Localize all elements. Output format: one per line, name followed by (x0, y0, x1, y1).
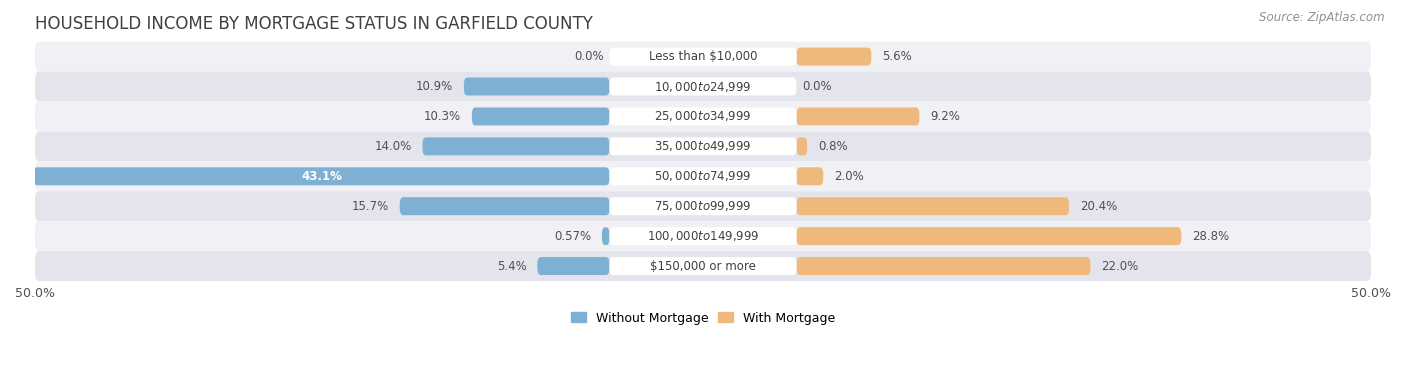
Text: HOUSEHOLD INCOME BY MORTGAGE STATUS IN GARFIELD COUNTY: HOUSEHOLD INCOME BY MORTGAGE STATUS IN G… (35, 15, 593, 33)
Text: 22.0%: 22.0% (1101, 260, 1139, 273)
FancyBboxPatch shape (797, 257, 1091, 275)
Text: 0.0%: 0.0% (575, 50, 605, 63)
Text: 28.8%: 28.8% (1192, 230, 1229, 243)
Text: 9.2%: 9.2% (931, 110, 960, 123)
FancyBboxPatch shape (797, 197, 1069, 215)
Text: $150,000 or more: $150,000 or more (650, 260, 756, 273)
FancyBboxPatch shape (35, 221, 1371, 251)
FancyBboxPatch shape (464, 77, 609, 96)
Text: 0.0%: 0.0% (801, 80, 831, 93)
Text: 2.0%: 2.0% (834, 170, 863, 183)
FancyBboxPatch shape (35, 101, 1371, 132)
Text: $35,000 to $49,999: $35,000 to $49,999 (654, 139, 752, 153)
FancyBboxPatch shape (35, 42, 1371, 71)
FancyBboxPatch shape (35, 251, 1371, 281)
Text: 10.3%: 10.3% (425, 110, 461, 123)
FancyBboxPatch shape (35, 132, 1371, 161)
FancyBboxPatch shape (609, 137, 797, 155)
Text: Less than $10,000: Less than $10,000 (648, 50, 758, 63)
FancyBboxPatch shape (609, 257, 797, 275)
FancyBboxPatch shape (797, 137, 807, 155)
FancyBboxPatch shape (34, 167, 609, 185)
FancyBboxPatch shape (797, 48, 872, 65)
Text: 14.0%: 14.0% (374, 140, 412, 153)
FancyBboxPatch shape (35, 161, 1371, 191)
FancyBboxPatch shape (35, 71, 1371, 101)
Text: $100,000 to $149,999: $100,000 to $149,999 (647, 229, 759, 243)
FancyBboxPatch shape (609, 107, 797, 125)
Text: 15.7%: 15.7% (352, 200, 389, 213)
Text: 20.4%: 20.4% (1080, 200, 1116, 213)
Text: 5.4%: 5.4% (496, 260, 527, 273)
FancyBboxPatch shape (609, 48, 797, 65)
Text: $75,000 to $99,999: $75,000 to $99,999 (654, 199, 752, 213)
Text: Source: ZipAtlas.com: Source: ZipAtlas.com (1260, 11, 1385, 24)
Text: 10.9%: 10.9% (416, 80, 453, 93)
Text: $50,000 to $74,999: $50,000 to $74,999 (654, 169, 752, 183)
FancyBboxPatch shape (399, 197, 609, 215)
FancyBboxPatch shape (472, 107, 609, 125)
Text: $25,000 to $34,999: $25,000 to $34,999 (654, 109, 752, 124)
FancyBboxPatch shape (609, 197, 797, 215)
FancyBboxPatch shape (797, 167, 824, 185)
Text: 0.8%: 0.8% (818, 140, 848, 153)
Text: 5.6%: 5.6% (882, 50, 911, 63)
FancyBboxPatch shape (422, 137, 609, 155)
FancyBboxPatch shape (609, 227, 797, 245)
FancyBboxPatch shape (537, 257, 609, 275)
FancyBboxPatch shape (602, 227, 609, 245)
FancyBboxPatch shape (609, 167, 797, 185)
FancyBboxPatch shape (35, 191, 1371, 221)
FancyBboxPatch shape (797, 227, 1181, 245)
Text: $10,000 to $24,999: $10,000 to $24,999 (654, 79, 752, 93)
FancyBboxPatch shape (609, 77, 797, 96)
Legend: Without Mortgage, With Mortgage: Without Mortgage, With Mortgage (565, 307, 841, 330)
Text: 0.57%: 0.57% (554, 230, 591, 243)
Text: 43.1%: 43.1% (301, 170, 342, 183)
FancyBboxPatch shape (797, 107, 920, 125)
